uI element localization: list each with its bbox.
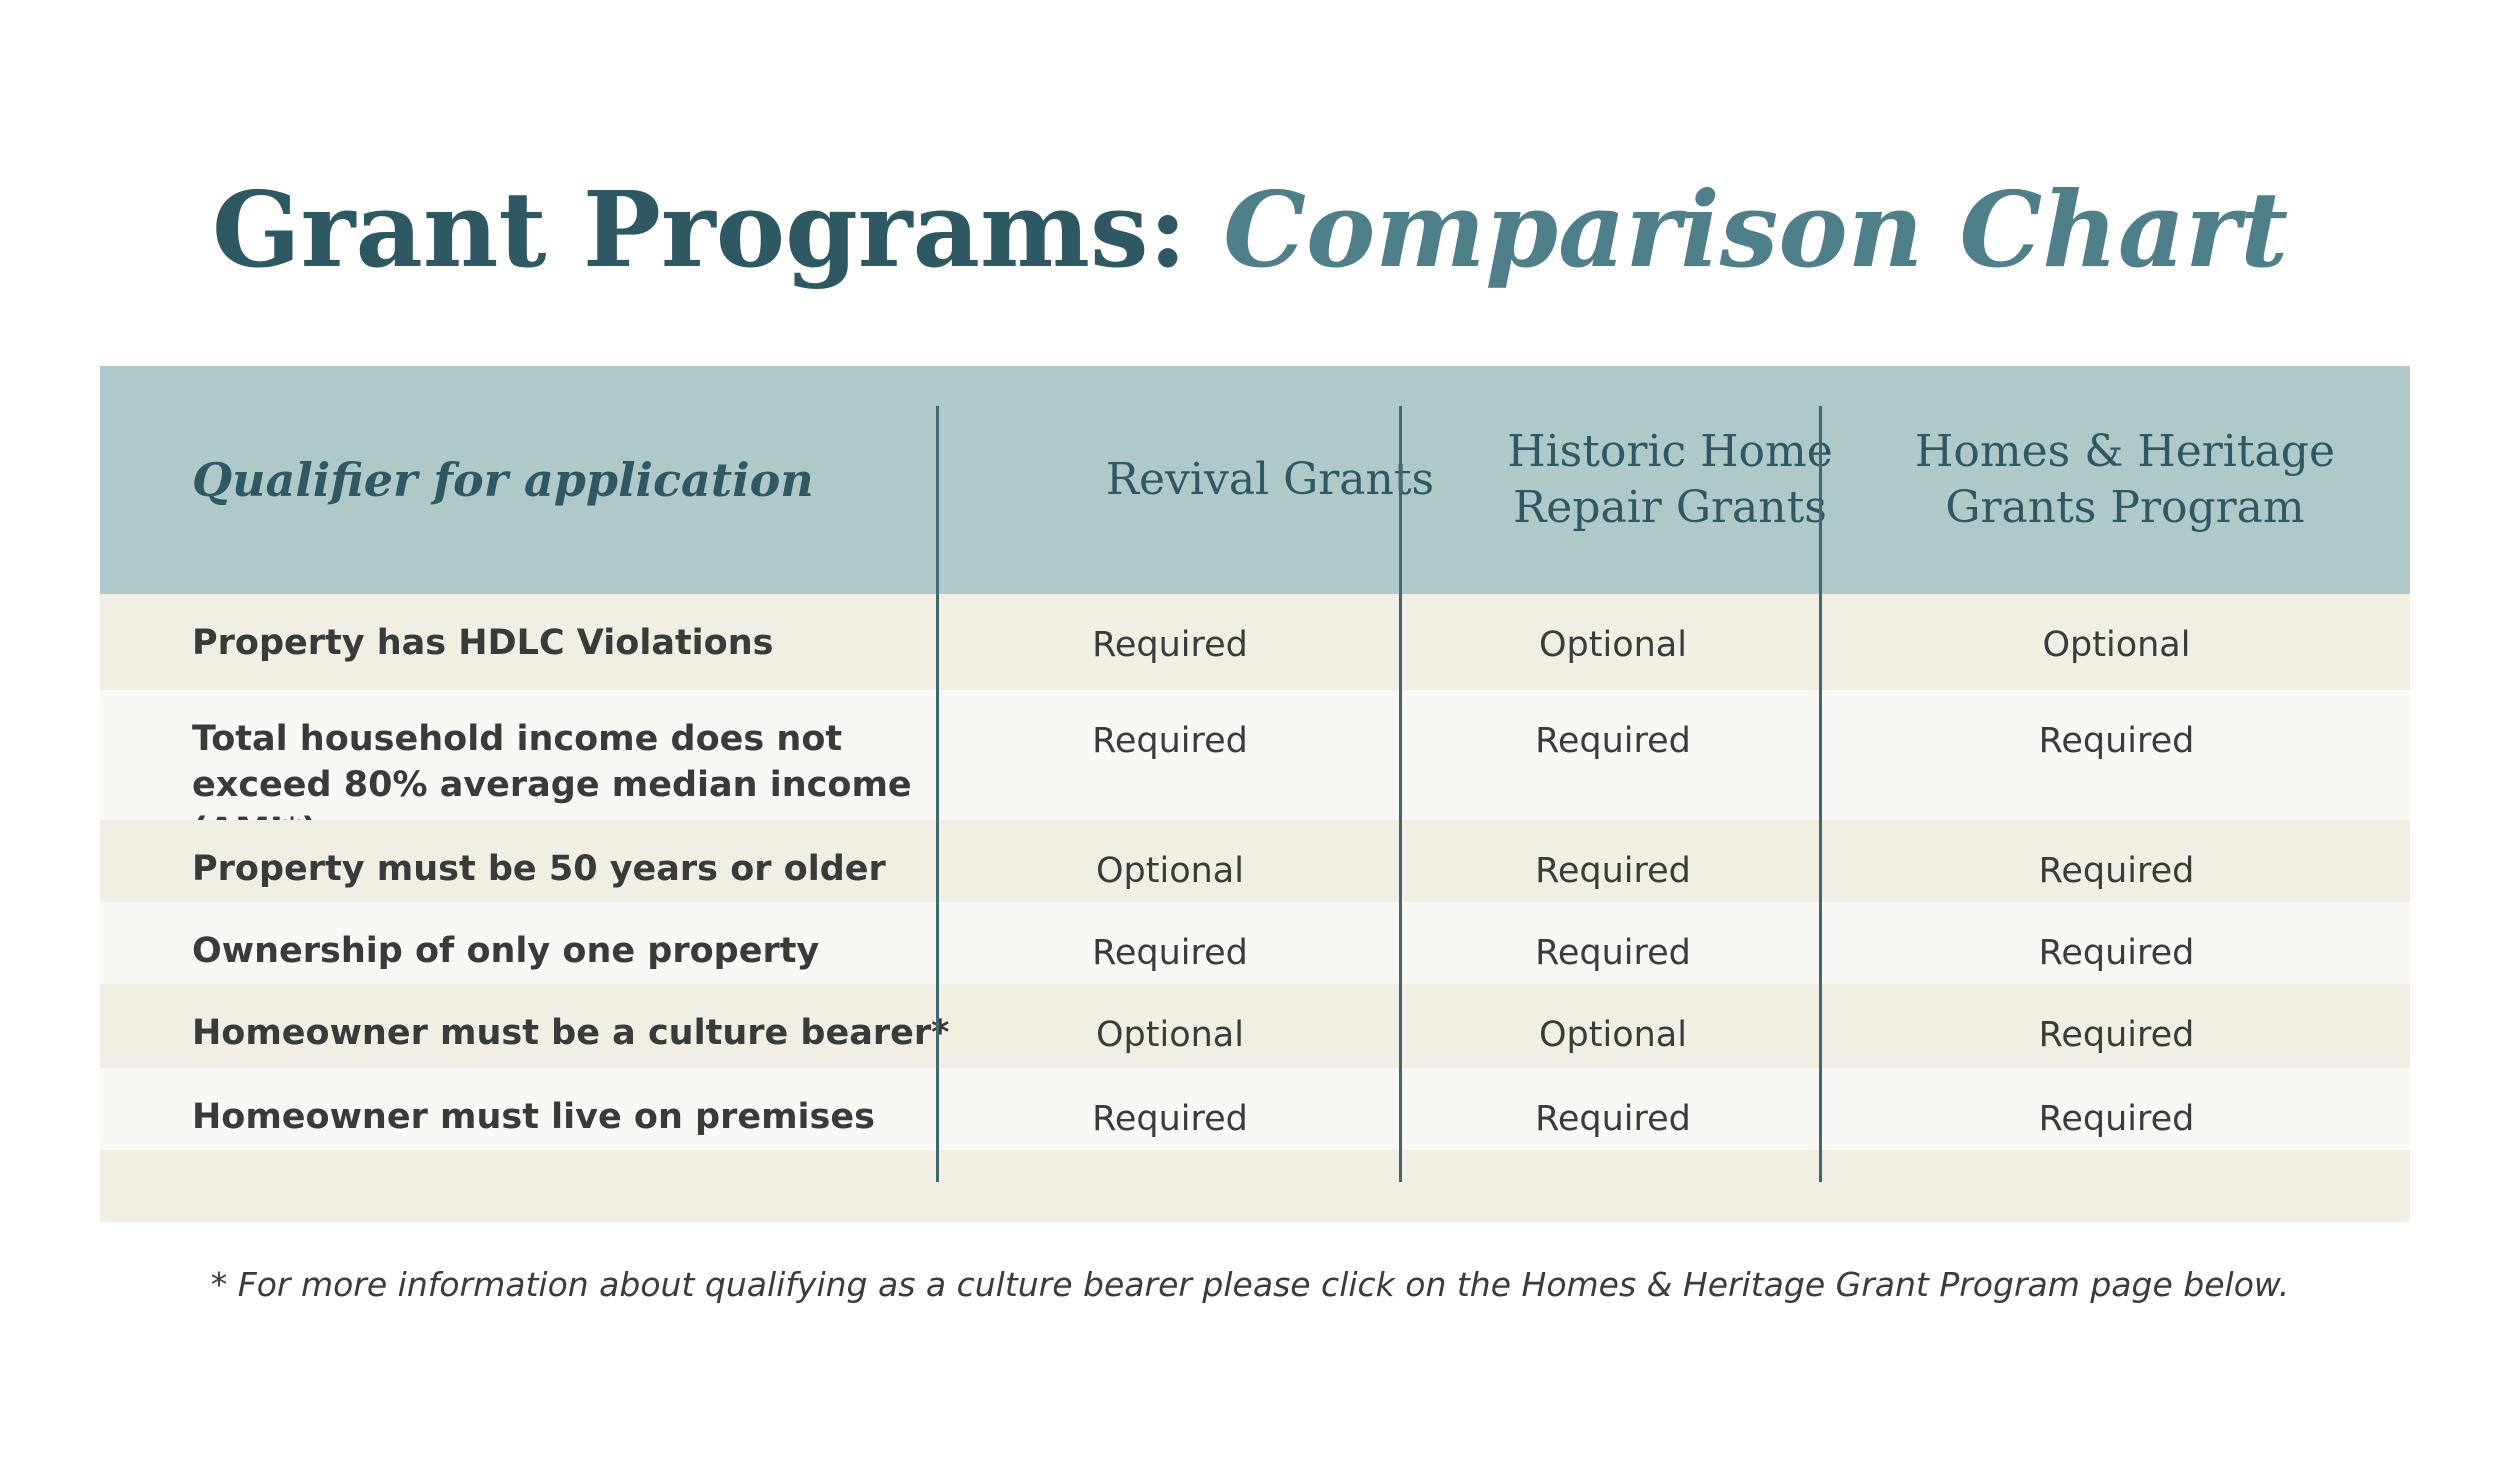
cell-historic-home-repair-grants: Required xyxy=(1535,1099,1691,1139)
cell-historic-home-repair-grants: Required xyxy=(1535,721,1691,761)
cell-homes-heritage-grants-program: Required xyxy=(2038,851,2195,891)
column-header-homes-heritage-grants-program: Homes & Heritage Grants Program xyxy=(1915,426,2335,533)
cell-homes-heritage-grants-program: Required xyxy=(2038,721,2195,761)
page-title-accent: Comparison Chart xyxy=(1223,168,2289,291)
column-header-historic-home-repair-grants: Historic Home Repair Grants xyxy=(1507,426,1833,533)
qualifier-header: Qualifier for application xyxy=(192,453,814,507)
cell-homes-heritage-grants-program: Optional xyxy=(2042,625,2191,665)
table-row: Homeowner must live on premises Required… xyxy=(100,1068,2410,1150)
cell-revival-grants: Required xyxy=(1092,933,1248,973)
table-row: Ownership of only one property Required … xyxy=(100,902,2410,984)
cell-revival-grants: Optional xyxy=(1096,851,1244,891)
cell-revival-grants: Optional xyxy=(1096,1015,1244,1055)
cell-historic-home-repair-grants: Required xyxy=(1535,933,1691,973)
column-divider xyxy=(1399,406,1402,1182)
cell-homes-heritage-grants-program: Required xyxy=(2038,933,2195,973)
table-row: Property has HDLC Violations Required Op… xyxy=(100,594,2410,690)
cell-homes-heritage-grants-program: Required xyxy=(2038,1099,2195,1139)
page-title-main: Grant Programs: xyxy=(211,168,1187,291)
cell-historic-home-repair-grants: Required xyxy=(1535,851,1691,891)
row-label: Homeowner must live on premises xyxy=(192,1097,875,1137)
cell-historic-home-repair-grants: Optional xyxy=(1539,1015,1687,1055)
cell-homes-heritage-grants-program: Required xyxy=(2038,1015,2195,1055)
cell-historic-home-repair-grants: Optional xyxy=(1539,625,1687,665)
comparison-table: Qualifier for application Revival Grants… xyxy=(100,366,2410,1222)
table-row: Total household income does not exceed 8… xyxy=(100,690,2410,851)
row-label: Property must be 50 years or older xyxy=(192,849,886,889)
column-divider xyxy=(936,406,939,1182)
cell-revival-grants: Required xyxy=(1092,625,1248,665)
row-label: Ownership of only one property xyxy=(192,931,820,971)
column-divider xyxy=(1819,406,1822,1182)
table-row: Homeowner must be a culture bearer* Opti… xyxy=(100,984,2410,1068)
cell-revival-grants: Required xyxy=(1092,721,1248,761)
row-label: Homeowner must be a culture bearer* xyxy=(192,1013,950,1053)
row-label: Total household income does not exceed 8… xyxy=(192,719,912,851)
table-row: Property must be 50 years or older Optio… xyxy=(100,820,2410,902)
column-header-revival-grants: Revival Grants xyxy=(1105,454,1435,505)
footnote: * For more information about qualifying … xyxy=(210,1265,2290,1304)
row-label: Property has HDLC Violations xyxy=(192,623,774,663)
table-header: Qualifier for application Revival Grants… xyxy=(100,366,2410,594)
page-title: Grant Programs: Comparison Chart xyxy=(0,165,2500,295)
cell-revival-grants: Required xyxy=(1092,1099,1248,1139)
